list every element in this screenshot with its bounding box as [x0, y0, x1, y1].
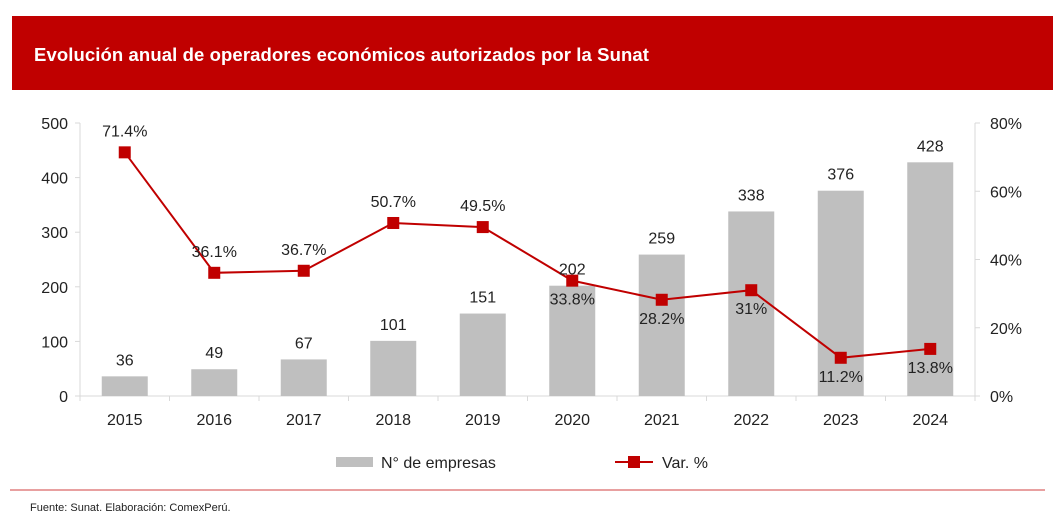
right-tick-label: 60% — [990, 184, 1022, 201]
x-tick-label: 2022 — [733, 412, 769, 429]
line-marker — [745, 284, 758, 297]
legend: N° de empresas Var. % — [336, 455, 708, 472]
bar — [728, 211, 775, 396]
bar-value-label: 151 — [469, 290, 496, 307]
bar — [280, 359, 327, 396]
line-value-label: 28.2% — [639, 311, 684, 328]
x-tick-label: 2023 — [823, 412, 859, 429]
source-note: Fuente: Sunat. Elaboración: ComexPerú. — [30, 502, 231, 514]
line-value-label: 36.7% — [281, 242, 326, 259]
left-tick-label: 0 — [59, 389, 68, 406]
right-tick-label: 80% — [990, 116, 1022, 133]
line-value-label: 31% — [735, 301, 767, 318]
line-marker — [566, 274, 579, 287]
bar-value-label: 376 — [827, 167, 854, 184]
axes: 0 100 200 300 400 500 0% 20% 40% 60% 80% 2015 2016 20… — [41, 116, 1022, 429]
left-tick-label: 100 — [41, 334, 68, 351]
x-tick-label: 2019 — [465, 412, 501, 429]
line-marker — [924, 342, 937, 355]
legend-line-marker — [628, 456, 640, 468]
line-value-label: 11.2% — [819, 369, 863, 386]
legend-bar-swatch — [336, 457, 373, 467]
bar-value-label: 36 — [116, 352, 134, 369]
bar-value-label: 67 — [295, 335, 313, 352]
left-tick-label: 300 — [41, 225, 68, 242]
x-tick-label: 2015 — [107, 412, 143, 429]
x-tick-label: 2020 — [554, 412, 590, 429]
line-value-label: 50.7% — [371, 194, 416, 211]
line-value-label: 49.5% — [460, 198, 505, 215]
bar-value-label: 202 — [559, 262, 586, 279]
right-tick-label: 0% — [990, 389, 1013, 406]
chart-title: Evolución anual de operadores económicos… — [34, 44, 650, 65]
x-tick-label: 2021 — [644, 412, 680, 429]
bar — [101, 376, 148, 396]
line-path — [123, 151, 931, 359]
bar-value-label: 49 — [205, 345, 223, 362]
line-series — [118, 146, 937, 364]
bars — [101, 162, 954, 396]
line-value-label: 13.8% — [908, 360, 953, 377]
x-tick-label: 2024 — [912, 412, 948, 429]
bar-value-label: 428 — [917, 138, 944, 155]
bar-value-label: 338 — [738, 187, 765, 204]
line-value-label: 71.4% — [102, 123, 147, 140]
legend-line-label: Var. % — [662, 455, 708, 472]
bar — [907, 162, 954, 396]
line-marker — [297, 264, 310, 277]
left-tick-label: 400 — [41, 171, 68, 188]
line-value-label: 33.8% — [550, 292, 595, 309]
line-marker — [208, 266, 221, 279]
bar-value-label: 259 — [648, 231, 675, 248]
bar — [817, 190, 864, 396]
data-labels: 36 49 67 101 151 202 259 338 376 428 71.4% 36.1% 36.… — [102, 123, 953, 385]
line-value-label: 36.1% — [192, 244, 237, 261]
right-tick-label: 20% — [990, 321, 1022, 338]
bar — [370, 340, 417, 396]
title-banner: Evolución anual de operadores económicos… — [12, 16, 1053, 90]
legend-bar-label: N° de empresas — [381, 455, 496, 472]
x-tick-label: 2018 — [375, 412, 411, 429]
bar — [459, 313, 506, 396]
line-marker — [118, 146, 131, 159]
bar-value-label: 101 — [380, 317, 407, 334]
bar — [549, 285, 596, 396]
left-tick-label: 200 — [41, 280, 68, 297]
line-marker — [476, 221, 489, 234]
bar — [638, 254, 685, 396]
line-marker — [655, 293, 668, 306]
right-tick-label: 40% — [990, 253, 1022, 270]
bar — [191, 369, 238, 396]
line-marker — [387, 216, 400, 229]
x-tick-label: 2016 — [196, 412, 232, 429]
x-tick-label: 2017 — [286, 412, 322, 429]
line-marker — [834, 351, 847, 364]
left-tick-label: 500 — [41, 116, 68, 133]
